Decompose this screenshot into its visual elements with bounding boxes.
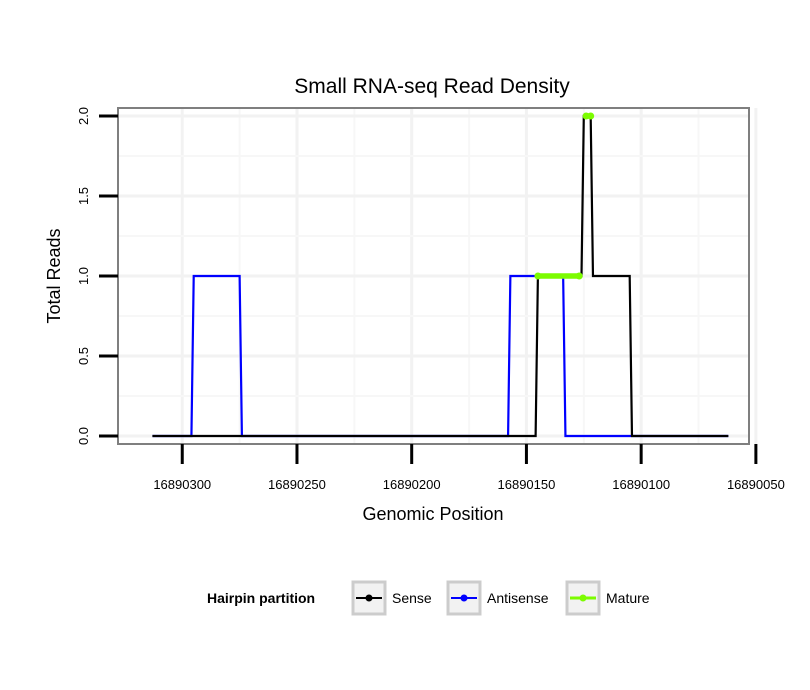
y-tick-label: 0.5	[76, 347, 91, 365]
y-axis-title: Total Reads	[44, 228, 64, 323]
legend: Hairpin partition Sense Antisense Mature	[207, 580, 650, 616]
y-tick-label: 1.0	[76, 267, 91, 285]
y-tick-label: 0.0	[76, 427, 91, 445]
legend-item-mature: Mature	[565, 580, 650, 616]
x-tick-label: 16890200	[383, 477, 441, 492]
legend-item-antisense: Antisense	[446, 580, 549, 616]
x-tick-label: 16890100	[612, 477, 670, 492]
series-line-antisense	[152, 274, 729, 438]
legend-label-antisense: Antisense	[487, 590, 549, 606]
series-point-mature	[575, 272, 583, 280]
legend-point-sense	[365, 594, 373, 602]
legend-point-mature	[579, 594, 587, 602]
x-tick-label: 16890250	[268, 477, 326, 492]
x-tick-label: 16890300	[153, 477, 211, 492]
legend-label-mature: Mature	[606, 590, 650, 606]
legend-item-sense: Sense	[351, 580, 432, 616]
x-axis-title: Genomic Position	[362, 504, 503, 524]
y-tick-label: 2.0	[76, 107, 91, 125]
legend-title: Hairpin partition	[207, 590, 315, 606]
y-tick-label: 1.5	[76, 187, 91, 205]
x-axis: 16890300 16890250 16890200 16890150 16890100…	[153, 444, 785, 492]
series-point-mature	[534, 272, 542, 280]
chart-title: Small RNA-seq Read Density	[294, 75, 570, 98]
series-point-mature	[587, 112, 595, 120]
series-line-sense	[152, 114, 729, 438]
legend-label-sense: Sense	[392, 590, 432, 606]
y-axis: 0.0 0.5 1.0 1.5 2.0	[76, 107, 118, 445]
series-layer	[152, 112, 729, 438]
legend-point-antisense	[460, 594, 468, 602]
x-tick-label: 16890050	[727, 477, 785, 492]
x-tick-label: 16890150	[498, 477, 556, 492]
